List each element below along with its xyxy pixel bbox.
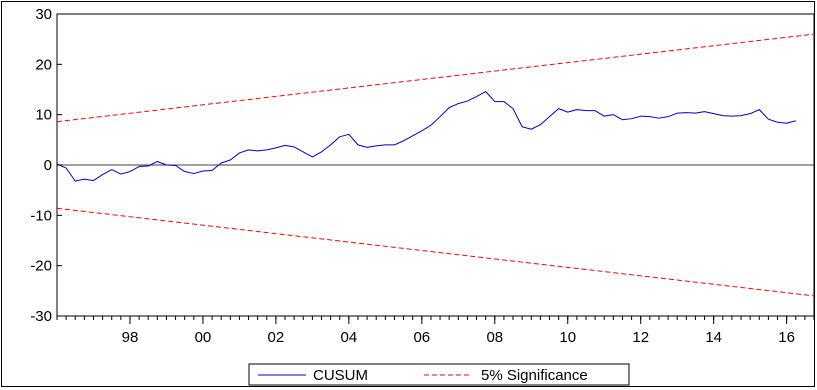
x-axis: 98 00 02 04 06 08 10 12 14 16 <box>56 316 815 346</box>
y-tick-label: 20 <box>35 56 52 73</box>
y-tick-label: -10 <box>30 207 52 224</box>
y-tick-label: 30 <box>35 6 52 23</box>
y-tick-label: -20 <box>30 258 52 275</box>
upper-significance-line <box>56 33 815 123</box>
y-tick-label: -30 <box>30 308 52 325</box>
legend-cusum-label: CUSUM <box>313 367 368 384</box>
x-tick-label: 04 <box>341 329 358 346</box>
x-tick-label: 14 <box>705 329 722 346</box>
legend-box <box>248 363 630 386</box>
cusum-series-line <box>56 91 796 182</box>
y-tick-label: 0 <box>44 157 52 174</box>
significance-band-layer <box>56 33 815 297</box>
x-tick-label: 10 <box>559 329 576 346</box>
x-tick-label: 16 <box>778 329 795 346</box>
x-tick-label: 98 <box>122 329 139 346</box>
x-tick-label: 02 <box>268 329 285 346</box>
y-axis: 30 20 10 0 -10 -20 -30 <box>30 6 62 325</box>
y-tick-label: 10 <box>35 107 52 124</box>
x-tick-label: 12 <box>632 329 649 346</box>
x-tick-label: 08 <box>486 329 503 346</box>
legend: CUSUM 5% Significance <box>248 363 630 386</box>
x-tick-label: 06 <box>413 329 430 346</box>
cusum-line-layer <box>56 91 796 182</box>
lower-significance-line <box>56 207 815 297</box>
x-tick-label: 00 <box>195 329 212 346</box>
legend-significance-label: 5% Significance <box>481 367 588 384</box>
